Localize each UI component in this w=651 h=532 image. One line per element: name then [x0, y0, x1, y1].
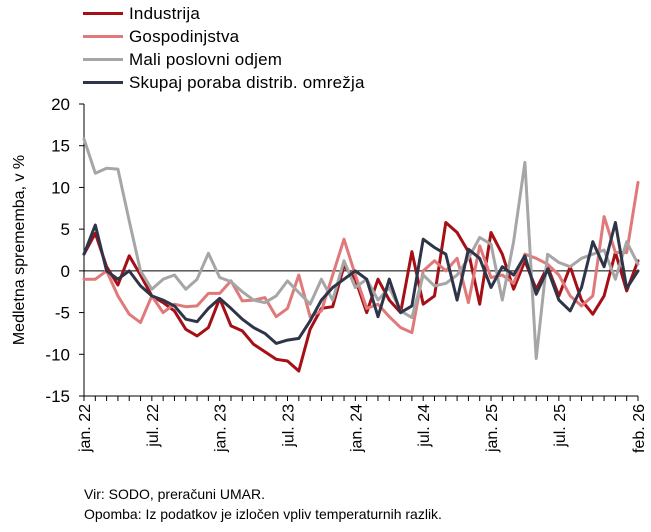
- x-tick-label: jan. 22: [77, 404, 94, 453]
- legend-item-mali-poslovni-odjem: Mali poslovni odjem: [83, 48, 365, 71]
- y-axis-label: Medletna sprememba, v %: [11, 155, 28, 345]
- y-tick-label: 20: [51, 95, 70, 114]
- y-tick-label: -5: [55, 304, 70, 323]
- y-tick-label: -15: [45, 387, 70, 406]
- series-line-mali-poslovni-odjem: [82, 137, 640, 360]
- x-tick-label: jul. 25: [552, 404, 569, 448]
- methodology-note: Opomba: Iz podatkov je izločen vpliv tem…: [84, 506, 442, 522]
- x-tick-label: jul. 22: [145, 404, 162, 448]
- legend-item-gospodinjstva: Gospodinjstva: [83, 25, 365, 48]
- source-note: Vir: SODO, preračuni UMAR.: [84, 486, 266, 502]
- y-tick-label: 0: [61, 262, 70, 281]
- x-axis: jan. 22 jul. 22 jan. 23 jul. 23 jan. 24 jul. …: [77, 270, 648, 453]
- y-tick-label: -10: [45, 345, 70, 364]
- x-tick-label: jul. 24: [416, 404, 433, 448]
- legend-item-industrija: Industrija: [83, 2, 365, 25]
- footnotes: Vir: SODO, preračuni UMAR. Opomba: Iz po…: [84, 484, 442, 524]
- legend-item-skupaj: Skupaj poraba distrib. omrežja: [83, 71, 365, 94]
- y-tick-label: 10: [51, 178, 70, 197]
- series-line-industrija: [82, 221, 640, 373]
- x-tick-label: jul. 23: [281, 404, 298, 448]
- legend-label-skupaj: Skupaj poraba distrib. omrežja: [129, 72, 365, 92]
- y-axis: -15 -10 -5 0 5 10 15 20: [45, 95, 85, 406]
- x-tick-label: jan. 25: [484, 404, 501, 453]
- y-tick-label: 5: [61, 220, 70, 239]
- legend-swatch-skupaj: [83, 81, 123, 84]
- legend-swatch-industrija: [83, 12, 123, 15]
- legend-label-industrija: Industrija: [129, 3, 200, 23]
- legend-swatch-mali-poslovni-odjem: [83, 58, 123, 61]
- legend-label-gospodinjstva: Gospodinjstva: [129, 26, 240, 46]
- y-tick-label: 15: [51, 137, 70, 156]
- legend-swatch-gospodinjstva: [83, 35, 123, 38]
- x-tick-label: jan. 23: [213, 404, 230, 453]
- legend: Industrija Gospodinjstva Mali poslovni o…: [83, 2, 365, 94]
- series-line-gospodinjstva: [82, 180, 640, 335]
- series-line-skupaj-poraba-distrib-omre-ja: [82, 221, 640, 345]
- series-lines: [82, 137, 640, 373]
- legend-label-mali-poslovni-odjem: Mali poslovni odjem: [129, 49, 283, 69]
- x-tick-label: feb. 26: [631, 404, 648, 453]
- x-tick-label: jan. 24: [348, 404, 365, 453]
